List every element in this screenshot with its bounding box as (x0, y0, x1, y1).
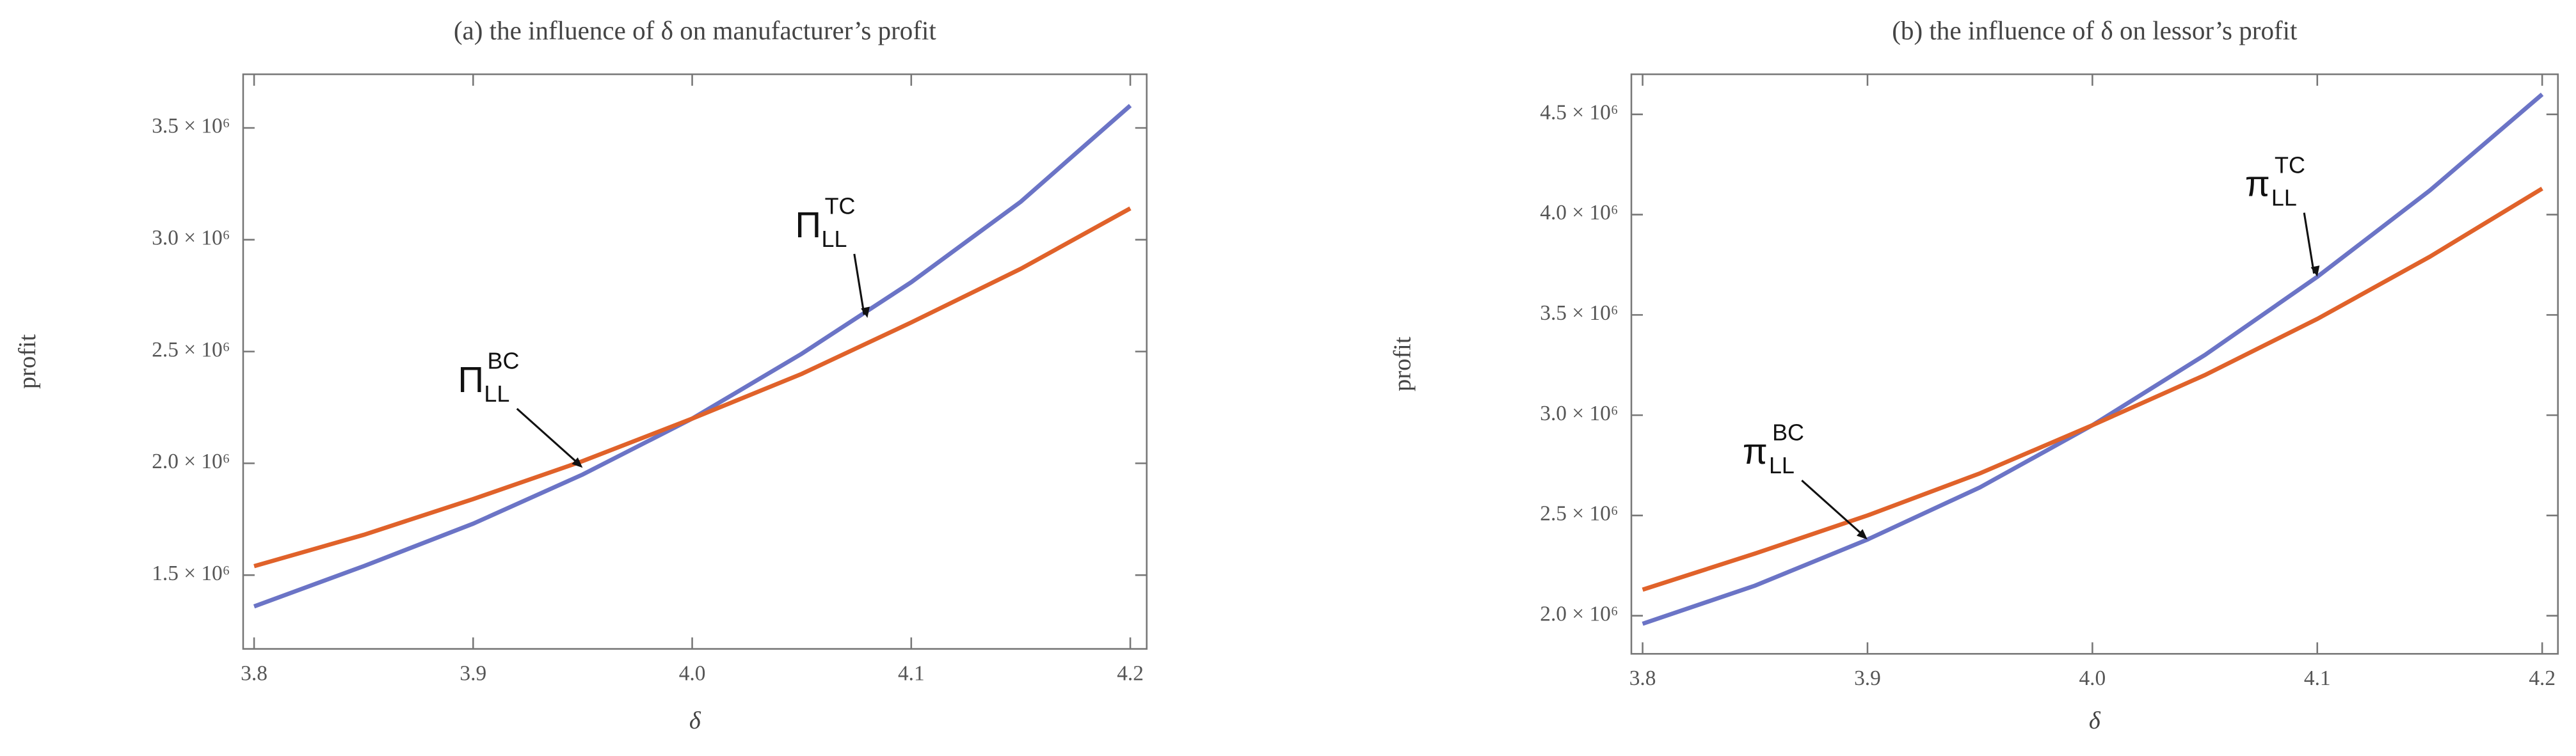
x-axis-label: δ (689, 707, 701, 734)
annotation-symbol: Π (795, 205, 821, 245)
y-axis-label: profit (1389, 336, 1416, 391)
annotation-sup: TC (825, 193, 856, 219)
x-tick-label: 4.1 (2304, 666, 2331, 690)
series-line (253, 206, 1132, 569)
arrow-head (572, 457, 583, 468)
arrow-head (2310, 265, 2320, 277)
annotation-symbol: π (1743, 431, 1768, 471)
annotation-sub: LL (821, 226, 847, 252)
x-tick-label: 3.9 (460, 661, 486, 685)
y-tick-label: 3.0 × 10⁶ (152, 226, 230, 249)
y-tick-label: 3.5 × 10⁶ (1540, 301, 1618, 325)
x-axis-label: δ (2089, 707, 2101, 734)
y-tick-label: 3.5 × 10⁶ (152, 114, 230, 138)
y-tick-label: 2.5 × 10⁶ (152, 338, 230, 361)
series-line (1642, 186, 2543, 592)
annotation-sup: BC (1772, 420, 1804, 446)
annotation-symbol: Π (458, 359, 484, 400)
annotation-sub: LL (1769, 452, 1795, 478)
annotation-arrow (516, 407, 580, 466)
chart-title: (a) the influence of δ on manufacturer’s… (454, 15, 937, 45)
y-tick-label: 3.0 × 10⁶ (1540, 402, 1618, 425)
y-tick-label: 4.0 × 10⁶ (1540, 201, 1618, 224)
plot-frame (242, 73, 1148, 650)
annotation-symbol: π (2245, 164, 2270, 204)
annotation: π LL TC (2245, 152, 2320, 277)
arrow-head (1856, 529, 1868, 540)
y-tick-label: 2.5 × 10⁶ (1540, 502, 1618, 526)
x-tick-label: 3.9 (1854, 666, 1881, 690)
y-tick-label: 1.5 × 10⁶ (152, 562, 230, 585)
annotation: Π LL TC (795, 193, 870, 319)
annotation: Π LL BC (458, 348, 583, 468)
series-line (253, 104, 1132, 609)
x-tick-label: 4.1 (898, 661, 925, 685)
annotation-sup: TC (2275, 152, 2305, 178)
y-axis-label: profit (14, 334, 41, 389)
annotation-sup: BC (488, 348, 520, 374)
x-tick-label: 4.2 (1117, 661, 1144, 685)
annotation-arrow (853, 253, 865, 315)
plot-frame (1630, 73, 2559, 655)
y-tick-label: 4.5 × 10⁶ (1540, 100, 1618, 124)
annotation-arrow (1801, 479, 1865, 537)
x-tick-label: 4.0 (2079, 666, 2106, 690)
y-tick-label: 2.0 × 10⁶ (1540, 602, 1618, 626)
annotation-arrow (2303, 212, 2316, 274)
arrow-head (861, 306, 870, 319)
annotation-sub: LL (484, 381, 509, 407)
chart-title: (b) the influence of δ on lessor’s profi… (1892, 15, 2298, 45)
x-tick-label: 4.0 (679, 661, 706, 685)
annotation-sub: LL (2271, 185, 2297, 211)
x-tick-label: 4.2 (2529, 666, 2556, 690)
y-tick-label: 2.0 × 10⁶ (152, 450, 230, 473)
x-tick-label: 3.8 (1629, 666, 1656, 690)
annotation: π LL BC (1743, 420, 1868, 540)
x-tick-label: 3.8 (241, 661, 268, 685)
